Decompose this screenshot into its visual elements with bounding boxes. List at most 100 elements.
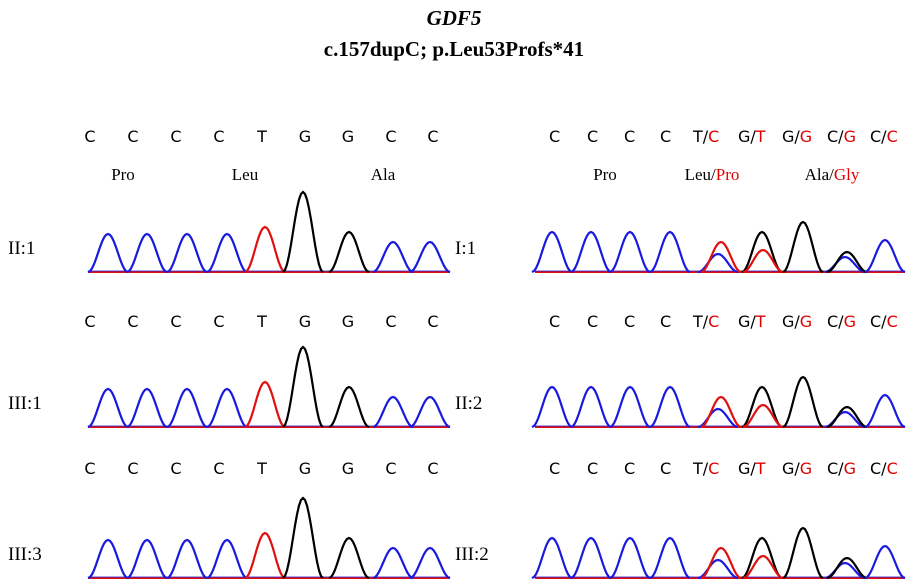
base-call: C [84, 127, 95, 146]
text-part: C [549, 459, 560, 478]
text-part: C [624, 127, 635, 146]
text-part: C [887, 459, 898, 478]
text-part: Pro [716, 165, 740, 184]
trace-peak [245, 533, 285, 578]
base-call: C [127, 127, 138, 146]
base-call: T/C [692, 127, 719, 146]
text-part: C/ [870, 127, 887, 146]
base-call: C [170, 127, 181, 146]
trace-peak [865, 395, 905, 427]
sample-label: III:1 [8, 393, 42, 414]
base-call: G [299, 127, 311, 146]
text-part: C [587, 312, 598, 331]
trace-peak [650, 387, 690, 427]
trace-peak [827, 558, 867, 578]
base-call: G [342, 459, 354, 478]
text-part: G [844, 312, 856, 331]
text-part: C [213, 312, 224, 331]
trace-peak [127, 540, 167, 578]
text-part: G [299, 127, 311, 146]
base-call: C [213, 312, 224, 331]
figure: GDF5 c.157dupC; p.Leu53Profs*41 II:1CCCC… [0, 0, 908, 581]
trace-peak [283, 347, 323, 427]
text-part: G [299, 312, 311, 331]
base-call: C [660, 127, 671, 146]
text-part: C [84, 459, 95, 478]
trace-peak [207, 234, 247, 272]
base-call: C [385, 127, 396, 146]
trace-peak [283, 498, 323, 578]
base-call: C [170, 459, 181, 478]
text-part: C [708, 127, 719, 146]
text-part: C [127, 312, 138, 331]
text-part: C [84, 127, 95, 146]
base-call: C/C [870, 312, 898, 331]
text-part: T [256, 127, 267, 146]
sample-label: III:3 [8, 544, 42, 565]
text-part: G/ [738, 127, 756, 146]
trace-peak [532, 387, 572, 427]
base-call: C [587, 459, 598, 478]
base-call: C [427, 459, 438, 478]
trace-peak [701, 548, 741, 578]
text-part: C [427, 127, 438, 146]
text-part: G [800, 127, 812, 146]
text-part: G/ [782, 312, 800, 331]
text-part: C [587, 459, 598, 478]
trace-peak [610, 232, 650, 272]
base-call: C [170, 312, 181, 331]
text-part: G [844, 459, 856, 478]
text-part: C [708, 312, 719, 331]
text-part: C/ [870, 459, 887, 478]
base-call: C/C [870, 127, 898, 146]
trace-peak [167, 234, 207, 272]
trace-peak [245, 382, 285, 427]
trace-peak [167, 540, 207, 578]
text-part: G [299, 459, 311, 478]
trace-peak [127, 389, 167, 427]
text-part: G [342, 312, 354, 331]
base-call: C [624, 127, 635, 146]
base-call: C [427, 127, 438, 146]
base-call: G [299, 312, 311, 331]
base-call: C [84, 312, 95, 331]
amino-acid: Ala/Gly [805, 165, 860, 184]
text-part: C/ [827, 127, 844, 146]
base-call: C [549, 127, 560, 146]
base-call: G [342, 312, 354, 331]
amino-acid: Leu [232, 165, 259, 184]
amino-acid: Pro [593, 165, 617, 184]
gene-title: GDF5 [427, 6, 482, 30]
text-part: Ala [371, 165, 396, 184]
text-part: C [213, 127, 224, 146]
trace-peak [571, 538, 611, 578]
base-call: G/G [782, 459, 812, 478]
text-part: T/ [692, 459, 709, 478]
amino-acid: Pro [111, 165, 135, 184]
trace-peak [827, 252, 867, 272]
text-part: C [887, 127, 898, 146]
text-part: T [256, 459, 267, 478]
base-call: G/T [738, 459, 766, 478]
base-call: C/G [827, 312, 856, 331]
text-part: G [844, 127, 856, 146]
text-part: C [549, 312, 560, 331]
sample-label: III:2 [455, 544, 489, 565]
text-part: C [624, 312, 635, 331]
text-part: C [587, 127, 598, 146]
text-part: C [427, 312, 438, 331]
trace-peak [127, 234, 167, 272]
text-part: C [660, 127, 671, 146]
text-part: G/ [782, 459, 800, 478]
base-call: G [299, 459, 311, 478]
base-call: C [660, 459, 671, 478]
text-part: C [427, 459, 438, 478]
base-call: C [127, 459, 138, 478]
trace-peak [245, 227, 285, 272]
text-part: C [127, 459, 138, 478]
text-part: Leu [232, 165, 259, 184]
base-call: T [256, 459, 267, 478]
amino-acid: Leu/Pro [685, 165, 740, 184]
trace-peak [283, 192, 323, 272]
trace-peak [783, 528, 823, 578]
